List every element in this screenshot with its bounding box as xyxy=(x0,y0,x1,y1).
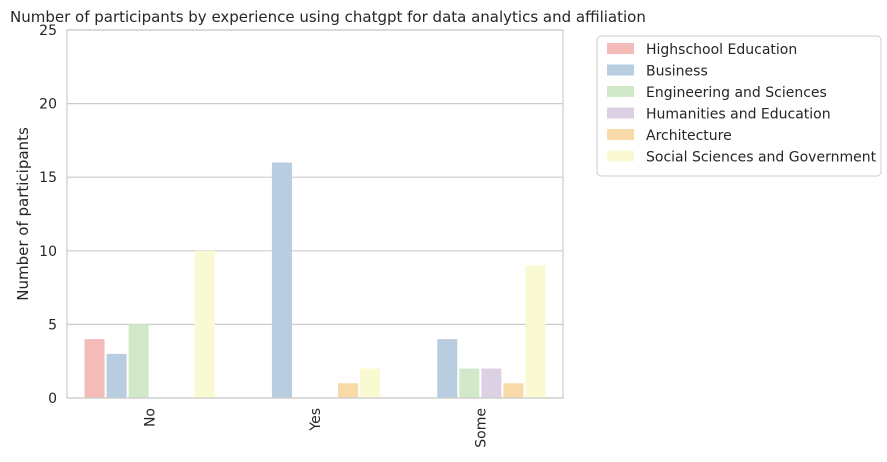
bar xyxy=(106,353,127,398)
legend-swatch xyxy=(607,129,634,140)
y-axis-label: Number of participants xyxy=(14,127,32,301)
legend-swatch xyxy=(607,150,634,162)
legend-swatch xyxy=(607,64,634,76)
legend-label: Architecture xyxy=(646,128,732,144)
legend-swatch xyxy=(607,43,634,54)
bar xyxy=(503,383,524,398)
y-tick-label: 0 xyxy=(48,391,57,407)
bar xyxy=(481,368,502,398)
legend-label: Humanities and Education xyxy=(646,107,831,123)
bar xyxy=(360,368,381,398)
legend-label: Engineering and Sciences xyxy=(646,85,827,101)
bar xyxy=(271,162,292,398)
bar xyxy=(525,265,546,398)
legend-label: Business xyxy=(646,64,708,80)
x-tick-label: Some xyxy=(473,408,489,448)
y-tick-label: 10 xyxy=(39,244,57,260)
bar xyxy=(338,383,359,398)
y-tick-label: 15 xyxy=(39,170,57,186)
bar xyxy=(459,368,480,398)
chart-title: Number of participants by experience usi… xyxy=(10,8,646,26)
plot-frame xyxy=(66,29,564,399)
legend-swatch xyxy=(607,107,634,119)
bar xyxy=(128,324,149,398)
legend-label: Highschool Education xyxy=(646,42,797,58)
y-tick-label: 20 xyxy=(39,97,57,113)
y-tick-labels: 0 5 10 15 20 25 xyxy=(39,23,57,407)
x-tick-label: Yes xyxy=(308,408,324,432)
bar xyxy=(194,250,215,398)
x-tick-label: No xyxy=(143,408,159,427)
bar xyxy=(84,339,105,398)
bar xyxy=(437,339,458,398)
legend-frame xyxy=(596,35,882,177)
y-tick-label: 5 xyxy=(48,317,57,333)
legend-label: Social Sciences and Government xyxy=(646,150,877,166)
y-tick-label: 25 xyxy=(39,23,57,39)
bars xyxy=(84,162,546,398)
legend: Highschool Education Business Engineering … xyxy=(596,35,882,177)
legend-swatch xyxy=(607,86,634,97)
x-tick-labels: No Yes Some xyxy=(143,408,490,448)
